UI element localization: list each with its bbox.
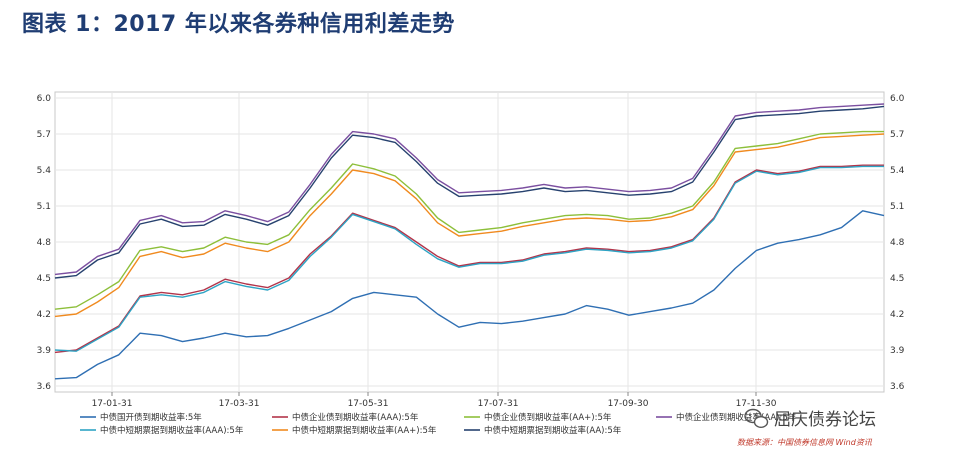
page-title: 图表 1：2017 年以来各券种信用利差走势 — [22, 12, 455, 37]
y-tick-label-left: 5.1 — [37, 202, 51, 212]
x-tick-label: 17-09-30 — [608, 399, 649, 409]
series-line-2 — [54, 164, 884, 354]
y-tick-label-left: 5.4 — [37, 166, 52, 176]
x-tick-label: 17-07-31 — [478, 399, 519, 409]
legend-layer: 中债国开债到期收益率:5年 中债企业债到期收益率(AAA):5年 中债企业债到期收益… — [80, 412, 797, 436]
legend-label-1: 中债国开债到期收益率:5年 — [100, 412, 202, 423]
y-tick-label-left: 4.2 — [37, 310, 51, 320]
series-line-7 — [54, 105, 885, 279]
y-tick-label-left: 3.6 — [37, 382, 52, 392]
y-tick-label-right: 4.8 — [890, 238, 905, 248]
source-note: 数据来源：中国债券信息网 Wind资讯 — [737, 438, 873, 447]
legend-label-4: 中债企业债到期收益率(AA):5年 — [676, 412, 797, 423]
series-layer — [54, 103, 885, 380]
legend-label-7: 中债中短期票据到期收益率(AA):5年 — [484, 425, 622, 436]
y-tick-label-right: 5.7 — [890, 130, 904, 140]
x-tick-label: 17-03-31 — [219, 399, 260, 409]
y-tick-label-right: 3.9 — [890, 346, 905, 356]
axis-layer: 3.6 3.6 3.9 3.9 4.2 4.2 4.5 4.5 4.8 4.8 5.1 5.1 5.4 5… — [37, 94, 905, 409]
grid-layer — [54, 91, 885, 393]
watermark: 屈庆债券论坛 — [744, 408, 876, 430]
legend-label-3: 中债企业债到期收益率(AA+):5年 — [484, 412, 612, 423]
legend-label-6: 中债中短期票据到期收益率(AA+):5年 — [292, 425, 437, 436]
series-line-4 — [54, 103, 885, 276]
series-line-1 — [54, 210, 885, 380]
legend-label-5: 中债中短期票据到期收益率(AAA):5年 — [100, 425, 244, 436]
y-tick-label-right: 5.1 — [890, 202, 904, 212]
y-tick-label-left: 5.7 — [37, 130, 51, 140]
y-tick-label-right: 6.0 — [890, 94, 905, 104]
x-tick-label: 17-05-31 — [348, 399, 389, 409]
y-tick-label-right: 3.6 — [890, 382, 905, 392]
y-tick-label-left: 4.8 — [37, 238, 52, 248]
series-line-3 — [54, 130, 884, 310]
legend-label-2: 中债企业债到期收益率(AAA):5年 — [292, 412, 419, 423]
y-tick-label-left: 3.9 — [37, 346, 52, 356]
y-tick-label-right: 4.5 — [890, 274, 904, 284]
watermark-text: 屈庆债券论坛 — [774, 410, 876, 430]
wechat-icon — [744, 408, 769, 429]
y-tick-label-left: 6.0 — [37, 94, 52, 104]
series-line-5 — [54, 165, 884, 352]
series-line-6 — [54, 133, 885, 318]
y-tick-label-right: 5.4 — [890, 166, 905, 176]
y-tick-label-left: 4.5 — [37, 274, 51, 284]
x-tick-label: 17-01-31 — [92, 399, 133, 409]
x-tick-label: 17-11-30 — [736, 399, 777, 409]
y-tick-label-right: 4.2 — [890, 310, 904, 320]
